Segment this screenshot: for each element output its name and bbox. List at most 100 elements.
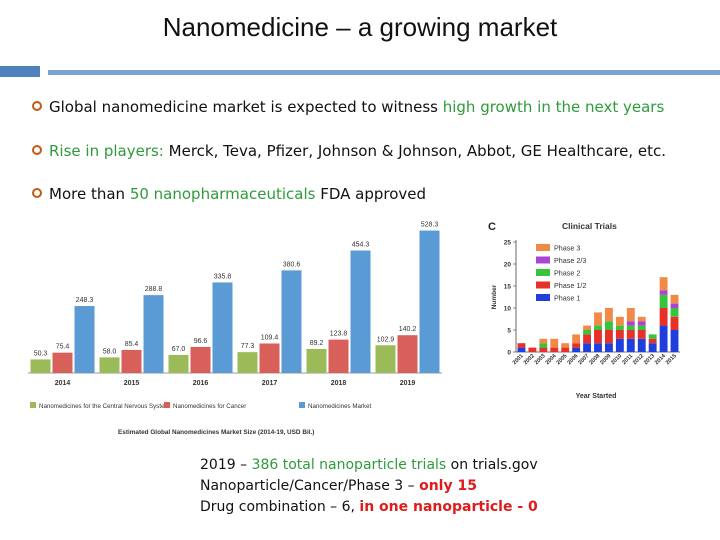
bullet-highlight: Rise in players: — [49, 142, 164, 160]
data-label: 454.3 — [352, 242, 370, 249]
bar-segment — [539, 343, 548, 348]
y-tick-label: 0 — [507, 350, 511, 357]
bar-segment — [670, 316, 679, 330]
bar — [99, 357, 120, 373]
x-axis-label: Year Started — [576, 393, 617, 400]
bullet-icon — [32, 145, 42, 155]
legend-swatch — [536, 256, 550, 264]
note-highlight: only 15 — [419, 478, 477, 494]
bar — [190, 346, 211, 373]
bar-segment — [594, 343, 602, 352]
bullet-highlight: 50 nanopharmaceuticals — [129, 185, 316, 203]
bullet-fda-approved: More than 50 nanopharmaceuticals FDA app… — [32, 185, 426, 203]
data-label: 89.2 — [310, 340, 324, 347]
data-label: 528.3 — [421, 222, 439, 229]
bullet-icon — [32, 101, 42, 111]
bullet-players: Rise in players: Merck, Teva, Pfizer, Jo… — [32, 142, 666, 160]
bar-segment — [615, 325, 624, 330]
bar-segment — [659, 277, 668, 291]
bar-segment — [550, 338, 559, 348]
bullet-text: More than — [49, 185, 130, 203]
legend-label: Nanomedicines for the Central Nervous Sy… — [39, 403, 170, 410]
note-line: 2019 – 386 total nanoparticle trials on … — [200, 455, 538, 476]
bar-segment — [561, 343, 570, 348]
bar — [74, 306, 95, 373]
note-text: 2019 – — [200, 457, 252, 473]
bar-segment — [594, 325, 602, 330]
bar-segment — [670, 330, 679, 352]
bar-segment — [539, 347, 548, 352]
y-tick-label: 15 — [504, 284, 512, 291]
x-tick-label: 2017 — [262, 380, 278, 387]
bar — [419, 230, 440, 373]
legend-label: Phase 2/3 — [554, 256, 586, 265]
clinical-trials-chart: C Clinical Trials0510152025Number20012002… — [484, 212, 684, 408]
bar — [212, 282, 233, 373]
bar-segment — [659, 325, 668, 352]
bar — [52, 352, 73, 373]
x-tick-label: 2016 — [193, 380, 209, 387]
bar-segment — [626, 321, 635, 326]
legend-label: Nanomedicines Market — [308, 403, 372, 410]
legend-label: Phase 1/2 — [554, 281, 586, 290]
x-tick-label: 2014 — [55, 380, 71, 387]
bar-segment — [604, 321, 613, 330]
bullet-market-growth: Global nanomedicine market is expected t… — [32, 98, 664, 116]
bullet-highlight: high growth in the next years — [442, 98, 665, 116]
bar-segment — [637, 321, 646, 326]
data-label: 102.9 — [377, 336, 395, 343]
bar — [30, 359, 51, 373]
bar-segment — [615, 316, 624, 326]
bar-segment — [572, 347, 581, 352]
bar-segment — [572, 334, 581, 344]
bar-segment — [583, 325, 592, 330]
note-text: Nanoparticle/Cancer/Phase 3 – — [200, 478, 420, 494]
bar-segment — [594, 330, 602, 344]
x-tick-label: 2018 — [331, 380, 347, 387]
bar-segment — [583, 330, 592, 335]
legend-label: Nanomedicines for Cancer — [173, 403, 246, 410]
x-tick-label: 2019 — [400, 380, 416, 387]
bar-segment — [648, 338, 657, 344]
bar-segment — [583, 334, 592, 344]
data-label: 77.3 — [241, 343, 255, 350]
bar-segment — [561, 347, 570, 352]
bar-segment — [670, 308, 679, 317]
note-highlight: in one nanoparticle - 0 — [359, 499, 538, 515]
bar — [306, 348, 327, 373]
bar-segment — [637, 316, 646, 322]
data-label: 380.6 — [283, 261, 301, 268]
bar-segment — [604, 330, 613, 344]
legend-swatch — [536, 244, 550, 251]
bar-segment — [528, 347, 537, 352]
bar — [121, 349, 142, 373]
note-highlight: 386 total nanoparticle trials — [251, 457, 447, 473]
bar-segment — [648, 343, 657, 352]
y-tick-label: 25 — [504, 240, 512, 247]
note-line: Nanoparticle/Cancer/Phase 3 – only 15 — [200, 476, 538, 497]
bar-segment — [572, 343, 581, 348]
bar — [375, 345, 396, 373]
data-label: 75.4 — [56, 344, 70, 351]
bar — [328, 339, 349, 373]
legend-label: Phase 1 — [554, 294, 580, 303]
legend-swatch — [164, 402, 170, 408]
legend-swatch — [536, 281, 550, 289]
bar-segment — [626, 330, 635, 339]
bar-segment — [626, 308, 635, 322]
bar — [350, 250, 371, 373]
data-label: 248.3 — [76, 297, 94, 304]
bar-segment — [637, 338, 646, 352]
chart-background — [484, 212, 684, 408]
bar-segment — [539, 338, 548, 344]
data-label: 335.8 — [214, 273, 232, 280]
bar-segment — [637, 325, 646, 330]
slide-title: Nanomedicine – a growing market — [162, 12, 558, 42]
bullet-text-end: FDA approved — [315, 185, 427, 203]
note-text: Drug combination – 6, — [200, 499, 360, 515]
bar-segment — [637, 330, 646, 339]
bullet-icon — [32, 188, 42, 198]
title-rule-accent — [0, 66, 40, 77]
data-label: 96.6 — [194, 338, 208, 345]
bar-segment — [659, 308, 668, 326]
